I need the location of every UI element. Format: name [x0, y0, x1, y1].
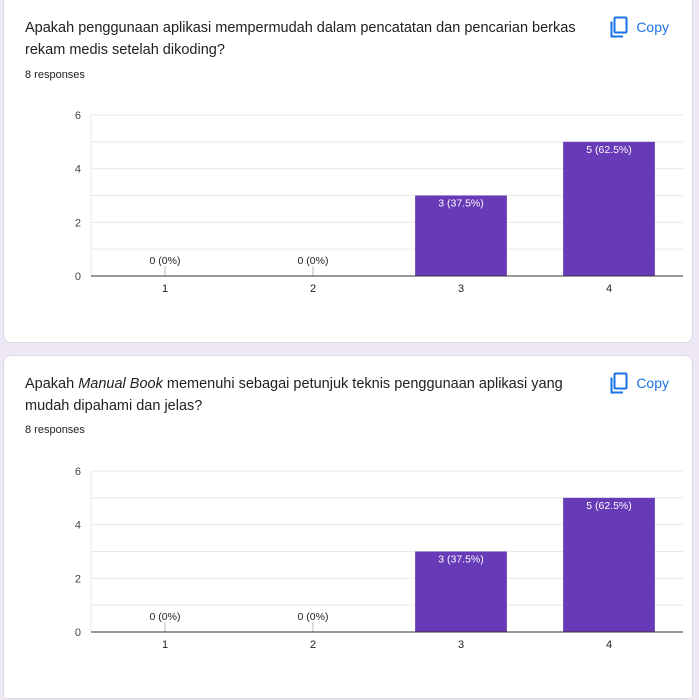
question-title: Apakah penggunaan aplikasi mempermudah d…	[25, 17, 595, 61]
copy-label: Copy	[636, 375, 669, 391]
data-label: 0 (0%)	[150, 611, 181, 623]
response-count: 8 responses	[25, 69, 85, 81]
data-label: 0 (0%)	[150, 255, 181, 267]
copy-icon	[610, 372, 628, 394]
y-tick-label: 6	[75, 110, 81, 122]
chart-card-1: Apakah penggunaan aplikasi mempermudah d…	[3, 0, 693, 343]
y-tick-label: 0	[75, 271, 81, 283]
x-tick-label: 1	[162, 639, 168, 651]
x-tick-label: 3	[458, 639, 464, 651]
question-text: Manual Book	[78, 376, 163, 392]
data-label: 5 (62.5%)	[586, 144, 632, 156]
bar-chart: 0 2 4 6 0 (0%) 1 0 (0%) 2 3 (37.5%) 3 5 (62.5%) 4	[75, 466, 683, 651]
copy-icon	[610, 16, 628, 38]
question-text: Apakah	[25, 376, 79, 392]
y-tick-label: 2	[75, 573, 81, 585]
question-text: memenuhi sebagai petunjuk teknis penggun…	[25, 376, 563, 414]
y-tick-label: 4	[75, 164, 81, 176]
x-tick-label: 4	[606, 283, 612, 295]
y-tick-label: 0	[75, 627, 81, 639]
copy-button[interactable]: Copy	[609, 16, 669, 38]
question-title: Apakah Manual Book memenuhi sebagai petu…	[25, 373, 595, 417]
data-label: 0 (0%)	[298, 255, 329, 267]
bar-chart: 0 2 4 6 0 (0%) 1 0 (0%) 2 3 (37.5%) 3 5 (62.5%) 4	[75, 110, 683, 295]
y-tick-label: 4	[75, 520, 81, 532]
chart-card-2: Apakah Manual Book memenuhi sebagai petu…	[3, 355, 693, 699]
copy-button[interactable]: Copy	[609, 372, 669, 394]
bar	[563, 141, 655, 276]
response-count: 8 responses	[25, 424, 85, 436]
y-tick-label: 6	[75, 466, 81, 478]
question-text: Apakah penggunaan aplikasi mempermudah d…	[25, 20, 576, 58]
data-label: 3 (37.5%)	[438, 198, 484, 210]
x-tick-label: 3	[458, 283, 464, 295]
data-label: 5 (62.5%)	[586, 500, 632, 512]
data-label: 3 (37.5%)	[438, 554, 484, 566]
copy-label: Copy	[636, 19, 669, 35]
x-tick-label: 2	[310, 639, 316, 651]
bar	[415, 551, 507, 632]
x-tick-label: 4	[606, 639, 612, 651]
bar	[563, 497, 655, 632]
x-tick-label: 2	[310, 283, 316, 295]
y-tick-label: 2	[75, 217, 81, 229]
data-label: 0 (0%)	[298, 611, 329, 623]
bar	[415, 195, 507, 276]
x-tick-label: 1	[162, 283, 168, 295]
